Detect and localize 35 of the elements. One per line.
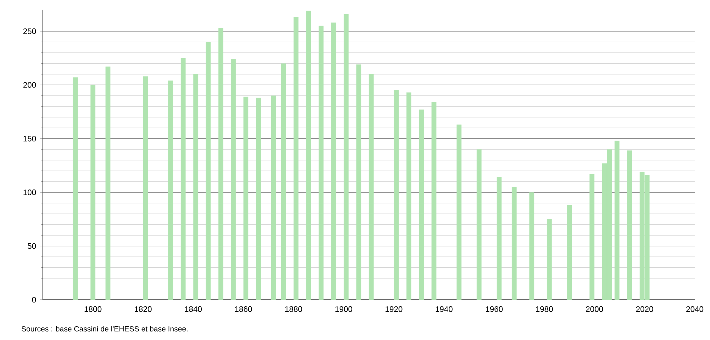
- bar: [90, 85, 96, 300]
- bar: [281, 64, 286, 300]
- bar: [231, 59, 236, 300]
- bar: [294, 17, 299, 300]
- bar: [590, 174, 595, 300]
- bar: [106, 66, 111, 300]
- bar: [567, 205, 572, 300]
- bar: [369, 74, 374, 300]
- bar: [306, 11, 312, 300]
- bar: [419, 110, 424, 300]
- bar: [73, 78, 78, 300]
- bar: [194, 74, 198, 300]
- bar: [244, 96, 249, 300]
- bar: [614, 140, 620, 300]
- bar: [456, 124, 462, 300]
- bar: [496, 178, 502, 300]
- bar: [143, 76, 148, 300]
- bar: [627, 150, 632, 300]
- bar: [394, 90, 400, 300]
- bar: [331, 22, 336, 300]
- bar: [168, 80, 174, 300]
- bar: [206, 42, 211, 300]
- bar: [530, 192, 534, 300]
- bar: [218, 28, 224, 300]
- bar: [318, 26, 324, 300]
- bar: [406, 92, 412, 300]
- bar: [271, 96, 276, 300]
- bar: [432, 102, 437, 300]
- bar: [344, 14, 349, 300]
- bar: [181, 58, 186, 300]
- bar: [512, 187, 517, 300]
- bar: [547, 219, 552, 300]
- bar: [476, 150, 482, 300]
- bar: [356, 64, 362, 300]
- bar: [256, 98, 262, 300]
